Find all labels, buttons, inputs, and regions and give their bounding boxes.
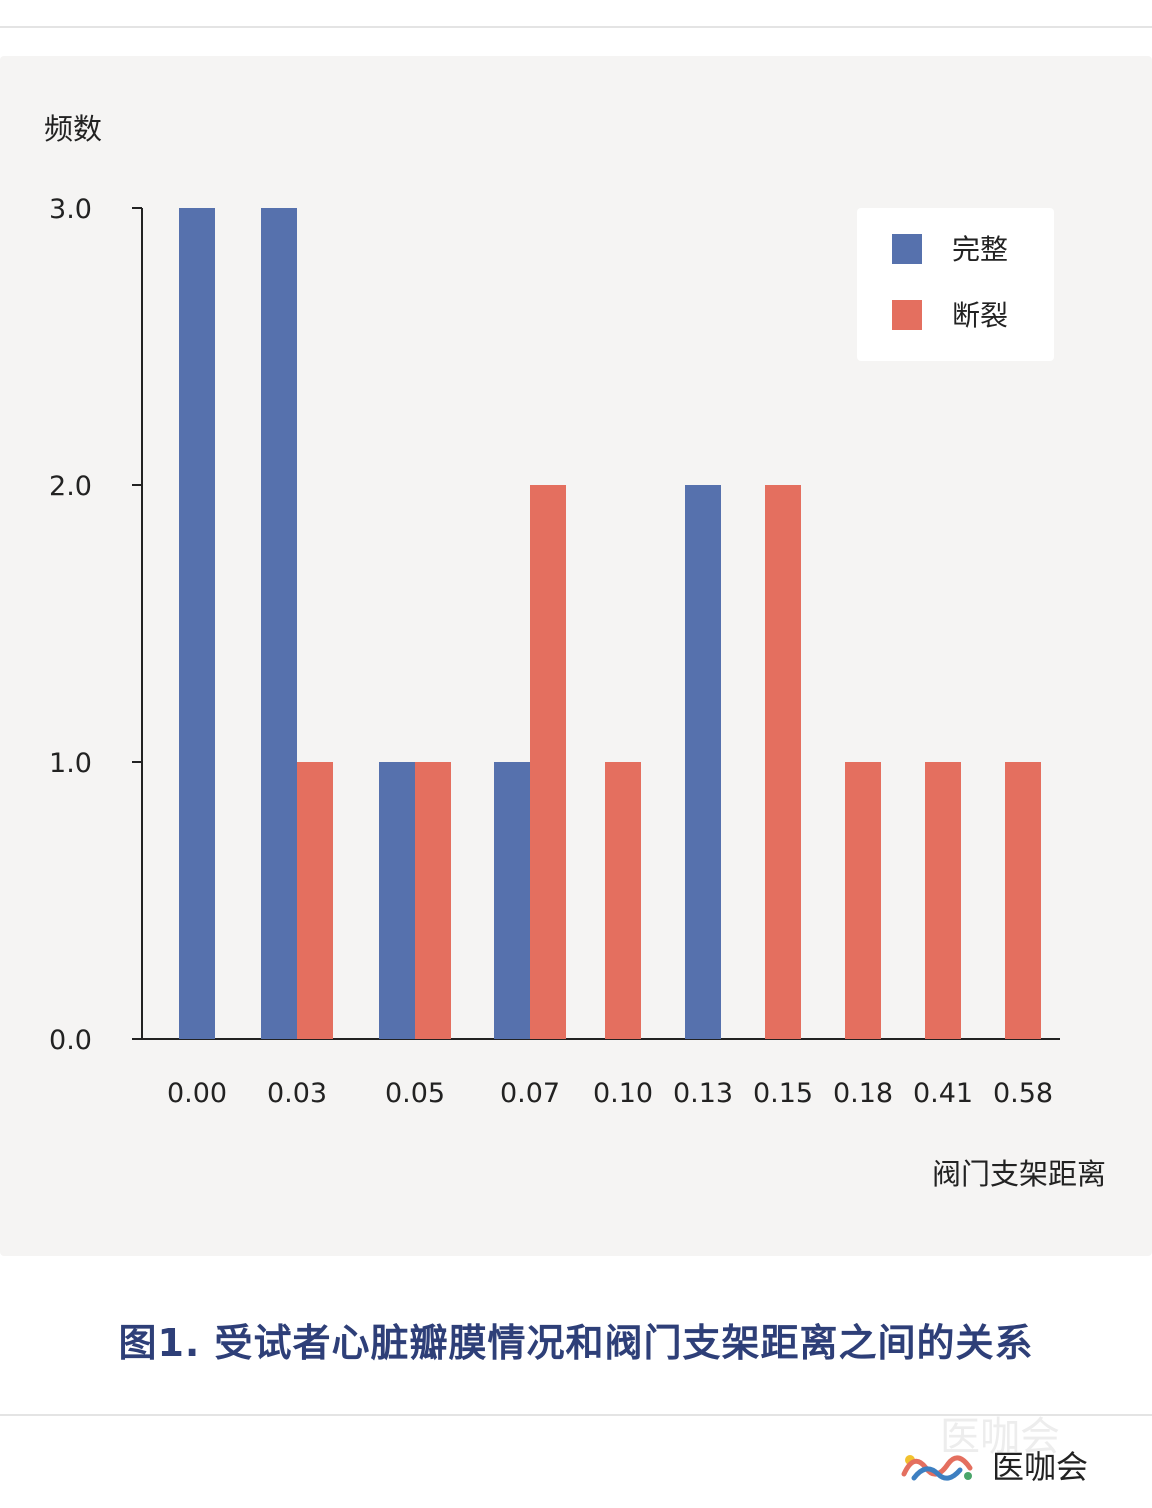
x-tick-label: 0.41: [913, 1078, 973, 1109]
y-tick-label: 2.0: [49, 471, 92, 502]
x-tick-label: 0.00: [167, 1078, 227, 1109]
brand-logo-icon: [901, 1455, 973, 1481]
x-axis-title: 阀门支架距离: [932, 1157, 1106, 1191]
bar-chart: 0.0 1.0 2.0 3.0 频数 0.00 0.03 0.05 0.07 0.10 0.13 0.…: [44, 112, 1106, 1191]
legend-swatch: [892, 234, 922, 264]
bar-broken: [1005, 762, 1041, 1039]
x-tick-label: 0.03: [267, 1078, 327, 1109]
legend-box: [857, 208, 1054, 361]
legend-swatch: [892, 300, 922, 330]
y-tick-label: 1.0: [49, 748, 92, 779]
x-tick-label: 0.07: [500, 1078, 560, 1109]
y-tick-label: 3.0: [49, 194, 92, 225]
bar-intact: [261, 208, 297, 1039]
x-tick-label: 0.13: [673, 1078, 733, 1109]
x-tick-label: 0.15: [753, 1078, 813, 1109]
x-tick-label: 0.18: [833, 1078, 893, 1109]
bar-intact: [685, 485, 721, 1039]
x-tick-label: 0.05: [385, 1078, 445, 1109]
legend-label: 断裂: [952, 299, 1008, 332]
bar-intact: [494, 762, 530, 1039]
x-tick-label: 0.10: [593, 1078, 653, 1109]
bar-broken: [925, 762, 961, 1039]
watermark-text: 医咖会: [940, 1414, 1060, 1460]
legend-label: 完整: [952, 233, 1008, 266]
bottom-divider: [0, 1414, 1152, 1416]
top-divider: [0, 26, 1152, 28]
y-axis-title: 频数: [44, 112, 102, 146]
bar-broken: [415, 762, 451, 1039]
chart-panel: 0.0 1.0 2.0 3.0 频数 0.00 0.03 0.05 0.07 0.10 0.13 0.…: [0, 56, 1152, 1256]
bar-broken: [845, 762, 881, 1039]
bar-broken: [765, 485, 801, 1039]
bar-intact: [379, 762, 415, 1039]
bar-broken: [605, 762, 641, 1039]
bar-intact: [179, 208, 215, 1039]
y-tick-label: 0.0: [49, 1025, 92, 1056]
figure-caption: 图1. 受试者心脏瓣膜情况和阀门支架距离之间的关系: [118, 1321, 1034, 1365]
brand-badge: 医咖会: [900, 1440, 1140, 1486]
bar-broken: [297, 762, 333, 1039]
bar-broken: [530, 485, 566, 1039]
x-tick-label: 0.58: [993, 1078, 1053, 1109]
brand-name: 医咖会: [992, 1448, 1089, 1486]
